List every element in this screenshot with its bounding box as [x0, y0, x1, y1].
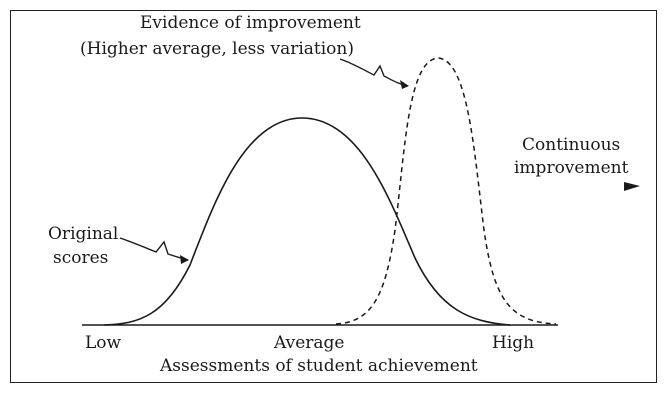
evidence-label-line2: (Higher average, less variation) [80, 39, 355, 59]
arrowhead-right-icon [624, 182, 640, 191]
original-scores-label-line1: Original [48, 224, 119, 244]
arrowhead-evidence-icon [400, 80, 409, 89]
squiggle-arrow-icon [119, 237, 189, 261]
squiggle-arrow-icon [339, 58, 409, 87]
diagram-frame [10, 10, 657, 383]
tick-label-average: Average [274, 333, 345, 353]
continuous-improvement-label-line1: Continuous [522, 135, 621, 155]
original-scores-label-line2: scores [53, 248, 109, 268]
tick-label-high: High [492, 333, 535, 353]
evidence-label-line1: Evidence of improvement [140, 13, 361, 33]
axis-title: Assessments of student achievement [160, 356, 478, 376]
improved-scores-curve [335, 57, 557, 325]
continuous-improvement-label-line2: improvement [514, 158, 629, 178]
tick-label-low: Low [85, 333, 122, 353]
original-scores-curve [103, 117, 511, 326]
arrowhead-original-icon [180, 255, 189, 264]
